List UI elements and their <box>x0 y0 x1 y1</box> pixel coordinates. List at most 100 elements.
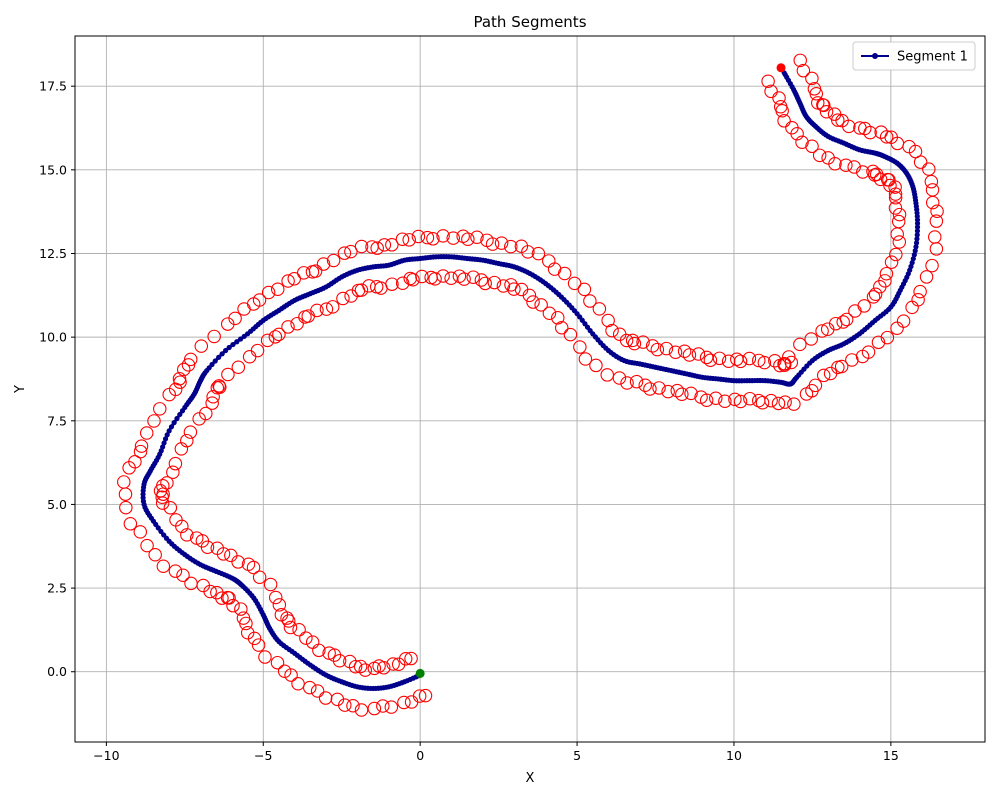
circle-marker <box>925 183 940 197</box>
circle-marker <box>176 568 190 583</box>
circle-marker <box>811 96 825 110</box>
circle-marker <box>207 329 221 344</box>
circle-marker <box>189 531 204 545</box>
path-point <box>230 341 236 348</box>
circle-marker <box>629 374 644 389</box>
circle-marker <box>180 433 194 448</box>
circle-marker <box>325 300 340 314</box>
circle-marker <box>397 695 411 710</box>
circle-marker <box>268 590 283 605</box>
circle-marker <box>684 386 698 401</box>
circle-marker <box>428 272 442 286</box>
circle-marker <box>880 172 895 187</box>
circle-marker <box>888 201 903 215</box>
circle-marker <box>180 528 194 542</box>
circle-marker <box>612 371 627 385</box>
circle-marker <box>804 332 818 346</box>
circle-marker <box>337 246 352 260</box>
circle-marker <box>718 394 732 408</box>
path-point <box>177 411 183 418</box>
circle-marker <box>650 342 665 357</box>
circle-marker <box>367 661 382 676</box>
circle-marker <box>398 652 413 666</box>
circle-marker <box>891 214 906 229</box>
circle-marker <box>834 359 849 374</box>
circle-marker <box>210 585 224 600</box>
circle-marker <box>557 266 572 281</box>
circle-marker <box>224 548 238 563</box>
endpoint-layer <box>415 63 786 678</box>
y-tick-label: 15.0 <box>39 162 67 177</box>
path-point <box>226 344 232 351</box>
circle-marker <box>836 315 850 329</box>
circle-marker <box>636 335 650 349</box>
circle-marker <box>310 684 325 698</box>
circle-marker <box>241 557 256 572</box>
circle-marker <box>911 293 925 307</box>
path-point <box>912 248 918 254</box>
circle-marker <box>444 271 458 285</box>
y-tick-label: 10.0 <box>39 330 67 345</box>
circle-marker <box>755 395 770 410</box>
path-point <box>164 432 170 438</box>
path-point <box>238 336 244 342</box>
path-point <box>914 228 921 234</box>
circle-marker <box>892 207 907 222</box>
circle-marker <box>133 525 148 539</box>
circle-marker <box>925 258 939 273</box>
circle-marker <box>487 275 502 290</box>
circle-marker <box>384 700 399 714</box>
legend-marker-sample <box>872 53 878 59</box>
circle-marker <box>461 232 475 246</box>
circle-marker <box>919 270 934 284</box>
circle-marker <box>290 316 304 331</box>
circle-marker <box>258 650 272 664</box>
x-tick-label: 15 <box>883 748 899 763</box>
circle-marker <box>166 465 180 479</box>
circle-marker <box>507 282 521 296</box>
circle-marker <box>163 501 178 515</box>
circle-marker <box>147 414 161 428</box>
circle-marker <box>354 283 369 297</box>
circle-marker <box>534 298 548 312</box>
circle-marker <box>391 657 406 672</box>
circle-marker <box>878 274 892 288</box>
circle-marker <box>376 699 390 713</box>
circle-marker <box>156 559 171 573</box>
circle-marker <box>119 500 133 515</box>
circle-marker <box>308 264 323 278</box>
circle-marker <box>194 339 209 353</box>
circle-marker <box>521 245 535 259</box>
circle-marker <box>883 178 897 193</box>
circle-marker <box>554 320 569 335</box>
circle-marker <box>128 455 142 469</box>
red-circle-markers <box>117 53 944 717</box>
circle-marker <box>777 114 791 128</box>
plot-frame <box>74 35 986 743</box>
circle-marker <box>785 121 799 135</box>
path-point <box>223 347 229 354</box>
circle-marker <box>578 352 593 366</box>
circle-marker <box>577 282 592 297</box>
path-point <box>161 532 167 538</box>
circle-marker <box>888 191 903 205</box>
circle-marker <box>620 376 634 390</box>
circle-marker <box>250 343 265 358</box>
chart-title: Path Segments <box>473 13 586 31</box>
circle-marker <box>117 475 131 489</box>
circle-marker <box>703 353 718 368</box>
path-point <box>219 351 225 357</box>
path-point <box>168 424 175 430</box>
circle-marker <box>386 657 400 671</box>
circle-marker <box>752 353 766 368</box>
circle-marker <box>322 646 336 660</box>
circle-marker <box>344 244 358 259</box>
circle-marker <box>625 333 640 348</box>
path-point <box>212 358 218 364</box>
circle-marker <box>457 272 471 286</box>
path-point <box>174 415 180 422</box>
circle-marker <box>778 395 792 409</box>
circle-marker <box>367 701 382 716</box>
y-axis-label: Y <box>13 385 28 394</box>
